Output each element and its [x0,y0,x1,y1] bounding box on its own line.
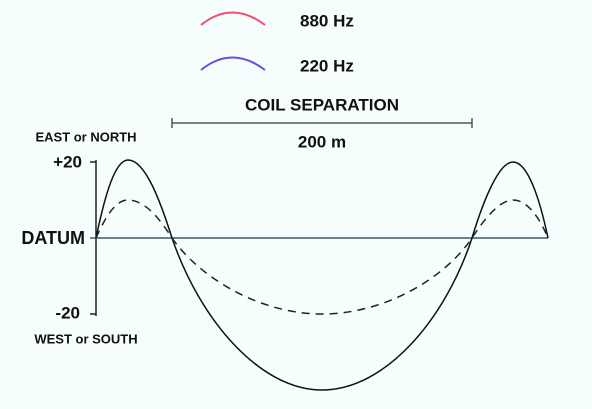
separation-bar [171,118,473,128]
legend-swatch-880 [200,11,266,26]
curve-220 [95,199,549,315]
axis-max-label: +20 [53,152,82,171]
separation-title: COIL SEPARATION [245,95,399,114]
datum-label: DATUM [21,228,85,248]
axis-top-label: EAST or NORTH [35,129,136,144]
legend-label: 220 Hz [300,56,354,75]
axis-bottom-label: WEST or SOUTH [34,331,137,346]
legend-label: 880 Hz [300,11,354,30]
legend-swatch-220 [200,56,266,71]
curve-880 [95,159,549,391]
separation-distance: 200 m [298,132,346,151]
axis-min-label: -20 [55,303,80,322]
